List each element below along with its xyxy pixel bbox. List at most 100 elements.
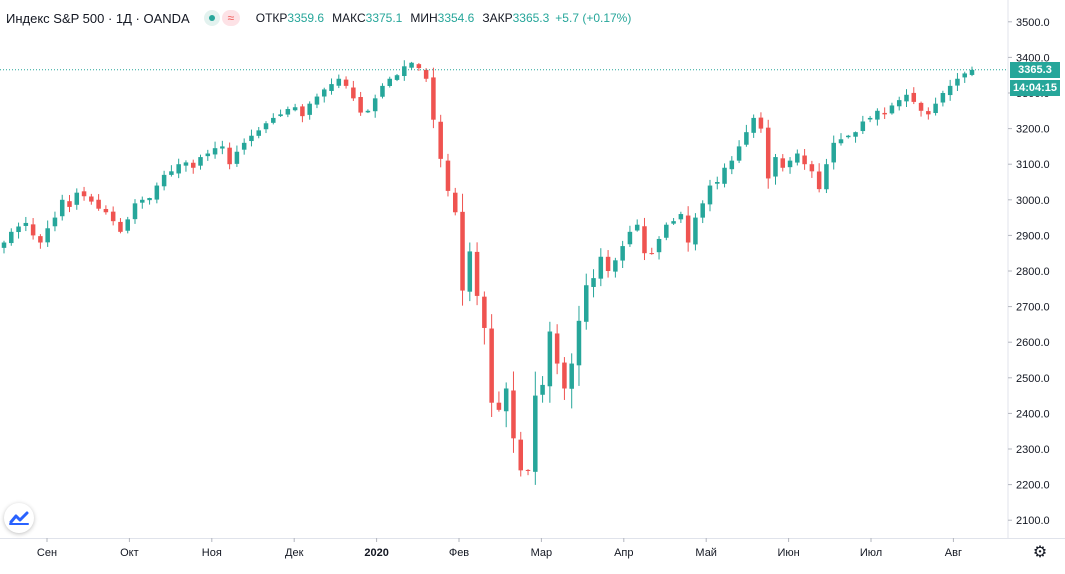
candle-body[interactable] — [707, 185, 713, 205]
candle-body[interactable] — [438, 121, 443, 159]
candle-body[interactable] — [656, 238, 662, 253]
candle-body[interactable] — [343, 79, 349, 86]
candle-body[interactable] — [562, 362, 567, 389]
candle-body[interactable] — [234, 151, 240, 164]
candle-body[interactable] — [955, 78, 960, 86]
candle-body[interactable] — [365, 110, 371, 113]
wave-indicator-icon[interactable]: ≈ — [221, 10, 240, 26]
candle-body[interactable] — [853, 132, 858, 137]
candle-body[interactable] — [147, 198, 152, 201]
candle-body[interactable] — [52, 217, 58, 227]
candle-body[interactable] — [372, 98, 378, 112]
gear-icon[interactable]: ⚙ — [1032, 544, 1048, 561]
candle-body[interactable] — [540, 384, 545, 395]
candle-body[interactable] — [926, 111, 931, 115]
candle-body[interactable] — [911, 92, 917, 102]
candle-body[interactable] — [74, 192, 80, 205]
candle-body[interactable] — [256, 130, 261, 136]
candle-body[interactable] — [169, 171, 174, 175]
candle-body[interactable] — [67, 201, 72, 207]
candle-body[interactable] — [416, 64, 422, 69]
candle-body[interactable] — [431, 77, 436, 120]
candle-body[interactable] — [489, 328, 494, 403]
candle-body[interactable] — [569, 363, 574, 389]
candle-body[interactable] — [176, 164, 181, 174]
candle-body[interactable] — [583, 285, 589, 322]
candle-body[interactable] — [402, 66, 407, 77]
candle-body[interactable] — [947, 85, 953, 96]
candle-body[interactable] — [278, 114, 283, 117]
candle-body[interactable] — [321, 89, 327, 97]
candle-body[interactable] — [59, 199, 65, 217]
candle-body[interactable] — [591, 278, 596, 287]
candle-body[interactable] — [9, 231, 14, 244]
candle-body[interactable] — [380, 85, 385, 97]
candle-body[interactable] — [1, 242, 7, 248]
candle-body[interactable] — [125, 219, 130, 231]
candle-body[interactable] — [715, 182, 720, 184]
candle-body[interactable] — [693, 217, 698, 245]
candle-body[interactable] — [38, 236, 43, 243]
tradingview-logo-icon[interactable] — [4, 503, 34, 533]
x-axis[interactable]: Сен Окт Ноя Дек 2020 Фев Мар Апр Май Июн Июл Авг — [0, 538, 1065, 559]
candle-body[interactable] — [729, 160, 735, 170]
candle-body[interactable] — [154, 185, 160, 200]
candle-body[interactable] — [452, 192, 458, 213]
candle-body[interactable] — [846, 135, 851, 138]
candle-body[interactable] — [525, 469, 531, 471]
candle-body[interactable] — [205, 153, 211, 157]
candle-body[interactable] — [795, 153, 800, 163]
candle-body[interactable] — [678, 214, 684, 220]
candle-body[interactable] — [292, 107, 298, 111]
candle-body[interactable] — [758, 117, 764, 129]
candle-body[interactable] — [183, 162, 189, 166]
candle-body[interactable] — [627, 231, 633, 245]
candle-body[interactable] — [132, 203, 138, 220]
candle-body[interactable] — [351, 87, 356, 99]
candle-body[interactable] — [96, 199, 101, 209]
candle-body[interactable] — [467, 251, 473, 292]
candle-body[interactable] — [875, 110, 880, 120]
candle-body[interactable] — [81, 191, 87, 197]
candle-body[interactable] — [198, 157, 203, 166]
candle-body[interactable] — [103, 208, 109, 213]
candle-body[interactable] — [496, 402, 502, 410]
candle-body[interactable] — [409, 62, 414, 68]
candle-body[interactable] — [23, 222, 29, 226]
candle-body[interactable] — [89, 196, 94, 202]
candle-body[interactable] — [16, 226, 21, 233]
candle-body[interactable] — [554, 333, 560, 364]
candle-body[interactable] — [664, 224, 669, 238]
candle-body[interactable] — [263, 123, 269, 130]
candle-body[interactable] — [110, 211, 116, 222]
candle-body[interactable] — [867, 117, 873, 120]
candle-body[interactable] — [212, 148, 218, 155]
candle-body[interactable] — [605, 256, 611, 271]
candle-body[interactable] — [896, 100, 902, 107]
candle-body[interactable] — [751, 117, 756, 133]
candle-body[interactable] — [940, 93, 946, 103]
candle-body[interactable] — [802, 155, 807, 165]
candle-body[interactable] — [598, 256, 604, 279]
candle-body[interactable] — [547, 331, 553, 387]
candle-body[interactable] — [824, 164, 829, 190]
candle-body[interactable] — [649, 253, 655, 255]
candle-body[interactable] — [613, 260, 618, 272]
candle-body[interactable] — [882, 112, 887, 115]
candle-body[interactable] — [962, 73, 967, 78]
candle-body[interactable] — [889, 105, 895, 114]
candle-body[interactable] — [765, 127, 771, 179]
candle-body[interactable] — [358, 97, 363, 113]
candle-body[interactable] — [482, 296, 487, 328]
candle-body[interactable] — [140, 199, 145, 203]
candle-body[interactable] — [271, 117, 276, 123]
candle-body[interactable] — [634, 224, 640, 231]
candle-body[interactable] — [30, 224, 36, 236]
candle-body[interactable] — [700, 203, 705, 218]
candle-body[interactable] — [314, 96, 320, 105]
candle-body[interactable] — [904, 94, 909, 102]
candle-body[interactable] — [533, 395, 538, 472]
candle-body[interactable] — [387, 78, 393, 86]
candle-body[interactable] — [307, 103, 312, 115]
